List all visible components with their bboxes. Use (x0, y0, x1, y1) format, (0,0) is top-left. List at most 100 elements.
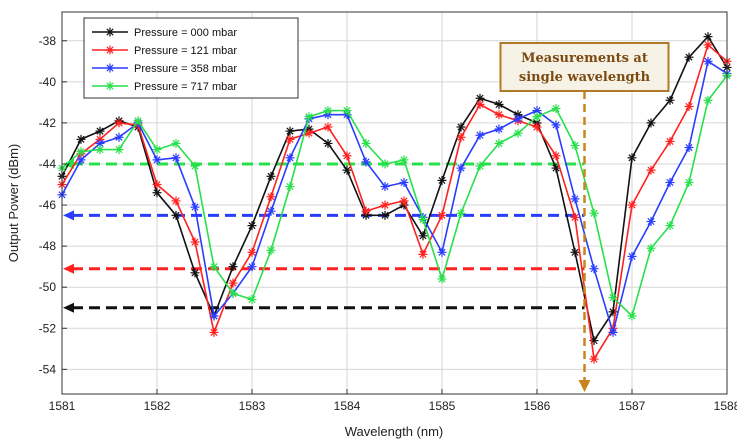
reference-arrow (63, 263, 585, 274)
legend-marker (105, 63, 115, 73)
reference-arrow (63, 210, 585, 221)
data-point (475, 99, 485, 109)
data-point (627, 311, 637, 321)
data-point (152, 188, 162, 198)
data-point (285, 126, 295, 136)
data-point (266, 245, 276, 255)
legend: Pressure = 000 mbar Pressure = 121 mbar Pr… (83, 17, 299, 99)
data-point (665, 177, 675, 187)
data-point (171, 138, 181, 148)
x-axis-title: Wavelength (nm) (345, 424, 444, 439)
data-point (532, 122, 542, 132)
y-tick-label: -42 (39, 116, 57, 130)
series-0 (57, 32, 732, 346)
y-tick-label: -38 (39, 34, 57, 48)
data-point (114, 145, 124, 155)
data-point (418, 231, 428, 241)
annotation: Measurements at single wavelength (499, 42, 670, 392)
legend-entry: Pressure = 000 mbar (92, 27, 237, 39)
data-point (684, 177, 694, 187)
y-tick-label: -40 (39, 75, 57, 89)
tick-labels: 1581 1582 1583 1584 1585 1586 1587 1588 -54 -52 -5… (39, 34, 737, 413)
data-point (228, 262, 238, 272)
x-tick-label: 1582 (144, 399, 171, 413)
data-point (475, 161, 485, 171)
data-point (323, 138, 333, 148)
data-point (190, 161, 200, 171)
data-point (266, 192, 276, 202)
x-tick-label: 1585 (429, 399, 456, 413)
data-point (323, 106, 333, 116)
data-point (342, 165, 352, 175)
data-point (456, 122, 466, 132)
data-point (513, 114, 523, 124)
legend-label: Pressure = 000 mbar (134, 27, 237, 39)
legend-label: Pressure = 121 mbar (134, 45, 237, 57)
data-point (589, 354, 599, 364)
data-point (76, 155, 86, 165)
data-point (304, 128, 314, 138)
data-point (589, 264, 599, 274)
data-point (513, 128, 523, 138)
data-point (570, 140, 580, 150)
data-point (380, 182, 390, 192)
data-point (646, 118, 656, 128)
data-point (247, 247, 257, 257)
annotation-box (499, 42, 670, 92)
series-2 (57, 56, 732, 337)
data-point (570, 194, 580, 204)
reference-arrowhead (63, 302, 74, 313)
data-point (627, 200, 637, 210)
y-tick-label: -44 (39, 157, 57, 171)
data-point (247, 295, 257, 305)
annotation-arrowhead (578, 380, 591, 392)
data-point (76, 147, 86, 157)
data-point (114, 118, 124, 128)
data-point (266, 171, 276, 181)
data-point (190, 268, 200, 278)
data-point (608, 327, 618, 337)
legend-marker (105, 27, 115, 37)
data-point (209, 311, 219, 321)
data-point (380, 159, 390, 169)
x-tick-label: 1586 (524, 399, 551, 413)
data-point (133, 116, 143, 126)
data-point (190, 202, 200, 212)
data-point (380, 210, 390, 220)
plot-frame (61, 11, 728, 395)
data-point (570, 212, 580, 222)
data-point (152, 155, 162, 165)
data-point (361, 138, 371, 148)
data-point (190, 237, 200, 247)
data-point (589, 208, 599, 218)
data-point (399, 196, 409, 206)
data-point (456, 163, 466, 173)
data-point (95, 138, 105, 148)
data-point (703, 40, 713, 50)
data-point (361, 157, 371, 167)
data-point (665, 136, 675, 146)
legend-entry: Pressure = 121 mbar (92, 45, 237, 57)
legend-marker (105, 45, 115, 55)
data-point (285, 182, 295, 192)
reference-arrowhead (63, 210, 74, 221)
data-point (247, 262, 257, 272)
y-tick-label: -50 (39, 280, 57, 294)
data-point (342, 151, 352, 161)
series-3 (57, 71, 732, 321)
data-point (437, 247, 447, 257)
data-point (209, 262, 219, 272)
data-point (171, 210, 181, 220)
y-axis-title: Output Power (dBm) (6, 144, 21, 263)
data-point (361, 206, 371, 216)
y-tick-label: -54 (39, 362, 57, 376)
data-point (627, 153, 637, 163)
data-point (323, 122, 333, 132)
series-1 (57, 40, 732, 364)
data-point (228, 288, 238, 298)
data-point (608, 292, 618, 302)
data-point (304, 112, 314, 122)
data-point (209, 327, 219, 337)
y-tick-label: -48 (39, 239, 57, 253)
